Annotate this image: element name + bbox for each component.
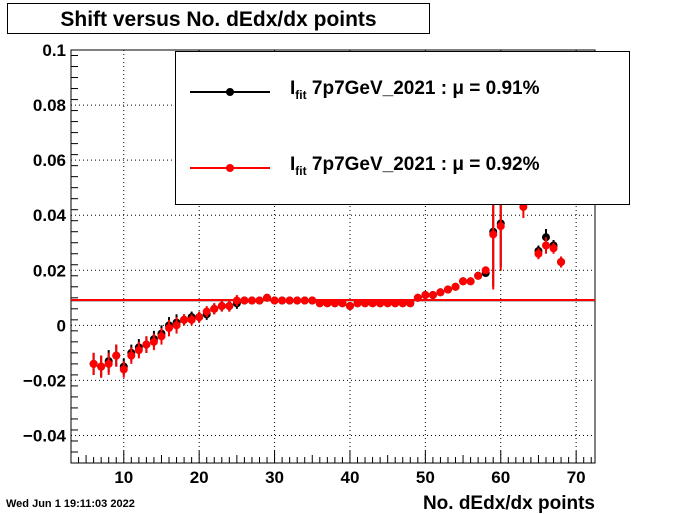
data-point <box>345 302 354 311</box>
data-point <box>541 241 550 250</box>
legend-entry-black: Ifit 7p7GeV_2021 : μ = 0.91% <box>190 78 620 106</box>
data-point <box>466 277 475 286</box>
x-tick-label: 10 <box>114 468 133 487</box>
data-point <box>255 296 264 305</box>
data-point <box>383 299 392 308</box>
data-point <box>202 307 211 316</box>
data-point <box>376 299 385 308</box>
data-point <box>172 321 181 330</box>
data-point <box>142 340 151 349</box>
axes: 10 20 30 40 50 60 70 −0.04 −0.02 0 0.02 0.04 0.06 0.0… <box>23 41 592 487</box>
y-tick-label: 0.06 <box>33 151 66 170</box>
y-tick-label: −0.02 <box>23 371 66 390</box>
data-point <box>217 302 226 311</box>
legend-subscript: fit <box>295 163 307 178</box>
data-point <box>353 299 362 308</box>
data-point <box>481 266 490 275</box>
legend-symbol: I <box>290 78 296 99</box>
legend-entry-red: Ifit 7p7GeV_2021 : μ = 0.92% <box>190 154 620 182</box>
data-point <box>293 296 302 305</box>
data-point <box>263 293 272 302</box>
chart-title: Shift versus No. dEdx/dx points <box>60 8 377 31</box>
data-point <box>323 299 332 308</box>
data-point <box>459 277 468 286</box>
legend-symbol: I <box>290 154 296 175</box>
legend-marker-black <box>226 88 234 96</box>
data-point <box>112 351 121 360</box>
data-point <box>240 296 249 305</box>
data-point <box>127 351 136 360</box>
data-point <box>428 291 437 300</box>
x-tick-label: 60 <box>491 468 510 487</box>
data-point <box>557 258 566 267</box>
x-tick-label: 20 <box>190 468 209 487</box>
data-point <box>308 296 317 305</box>
data-point <box>361 299 370 308</box>
data-point <box>210 304 219 313</box>
data-point <box>285 296 294 305</box>
data-point <box>157 332 166 341</box>
footer-timestamp: Wed Jun 1 19:11:03 2022 <box>6 498 135 510</box>
legend-text-black: Ifit 7p7GeV_2021 : μ = 0.91% <box>290 78 540 102</box>
data-point <box>89 359 98 368</box>
data-point <box>232 296 241 305</box>
legend-text-red: Ifit 7p7GeV_2021 : μ = 0.92% <box>290 154 540 178</box>
data-point <box>451 282 460 291</box>
data-point <box>97 362 106 371</box>
y-tick-label: 0.04 <box>33 206 67 225</box>
data-point <box>195 313 204 322</box>
y-tick-label: 0 <box>57 316 66 335</box>
data-point <box>489 230 498 239</box>
y-tick-label: 0.1 <box>42 41 66 60</box>
data-point <box>436 288 445 297</box>
y-tick-label: 0.08 <box>33 96 66 115</box>
y-tick-label: 0.02 <box>33 261 66 280</box>
data-point <box>391 299 400 308</box>
series-layer <box>71 176 595 378</box>
legend-marker-red <box>226 164 234 172</box>
data-point <box>406 299 415 308</box>
data-point <box>165 324 174 333</box>
x-axis-label: No. dEdx/dx points <box>423 493 595 514</box>
legend: Ifit 7p7GeV_2021 : μ = 0.91% Ifit 7p7GeV… <box>175 51 630 205</box>
data-point <box>534 249 543 258</box>
data-point <box>225 302 234 311</box>
data-point <box>413 293 422 302</box>
chart-title-box: Shift versus No. dEdx/dx points <box>7 3 430 34</box>
data-point <box>398 299 407 308</box>
data-point <box>270 296 279 305</box>
legend-label: 7p7GeV_2021 : μ = 0.91% <box>311 78 540 99</box>
series-1 <box>71 179 595 378</box>
data-point <box>149 337 158 346</box>
data-point <box>474 271 483 280</box>
data-point <box>338 299 347 308</box>
data-point <box>421 291 430 300</box>
x-tick-label: 70 <box>567 468 586 487</box>
y-tick-label: −0.04 <box>23 426 67 445</box>
data-point <box>134 346 143 355</box>
x-tick-label: 50 <box>416 468 435 487</box>
data-point <box>315 299 324 308</box>
data-point <box>496 222 505 231</box>
data-point <box>187 315 196 324</box>
data-point <box>247 296 256 305</box>
data-point <box>180 315 189 324</box>
data-point <box>119 365 128 374</box>
x-tick-label: 40 <box>341 468 360 487</box>
data-point <box>443 285 452 294</box>
data-point <box>330 299 339 308</box>
legend-subscript: fit <box>295 87 307 102</box>
data-point <box>104 359 113 368</box>
legend-label: 7p7GeV_2021 : μ = 0.92% <box>311 154 540 175</box>
data-point <box>278 296 287 305</box>
data-point <box>549 244 558 253</box>
data-point <box>300 296 309 305</box>
x-tick-label: 30 <box>265 468 284 487</box>
data-point <box>368 299 377 308</box>
